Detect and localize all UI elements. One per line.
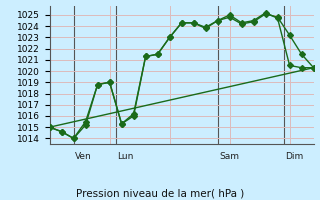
- Text: Sam: Sam: [219, 152, 239, 161]
- Text: Lun: Lun: [117, 152, 133, 161]
- Text: Dim: Dim: [285, 152, 303, 161]
- Text: Pression niveau de la mer( hPa ): Pression niveau de la mer( hPa ): [76, 188, 244, 198]
- Text: Ven: Ven: [75, 152, 92, 161]
